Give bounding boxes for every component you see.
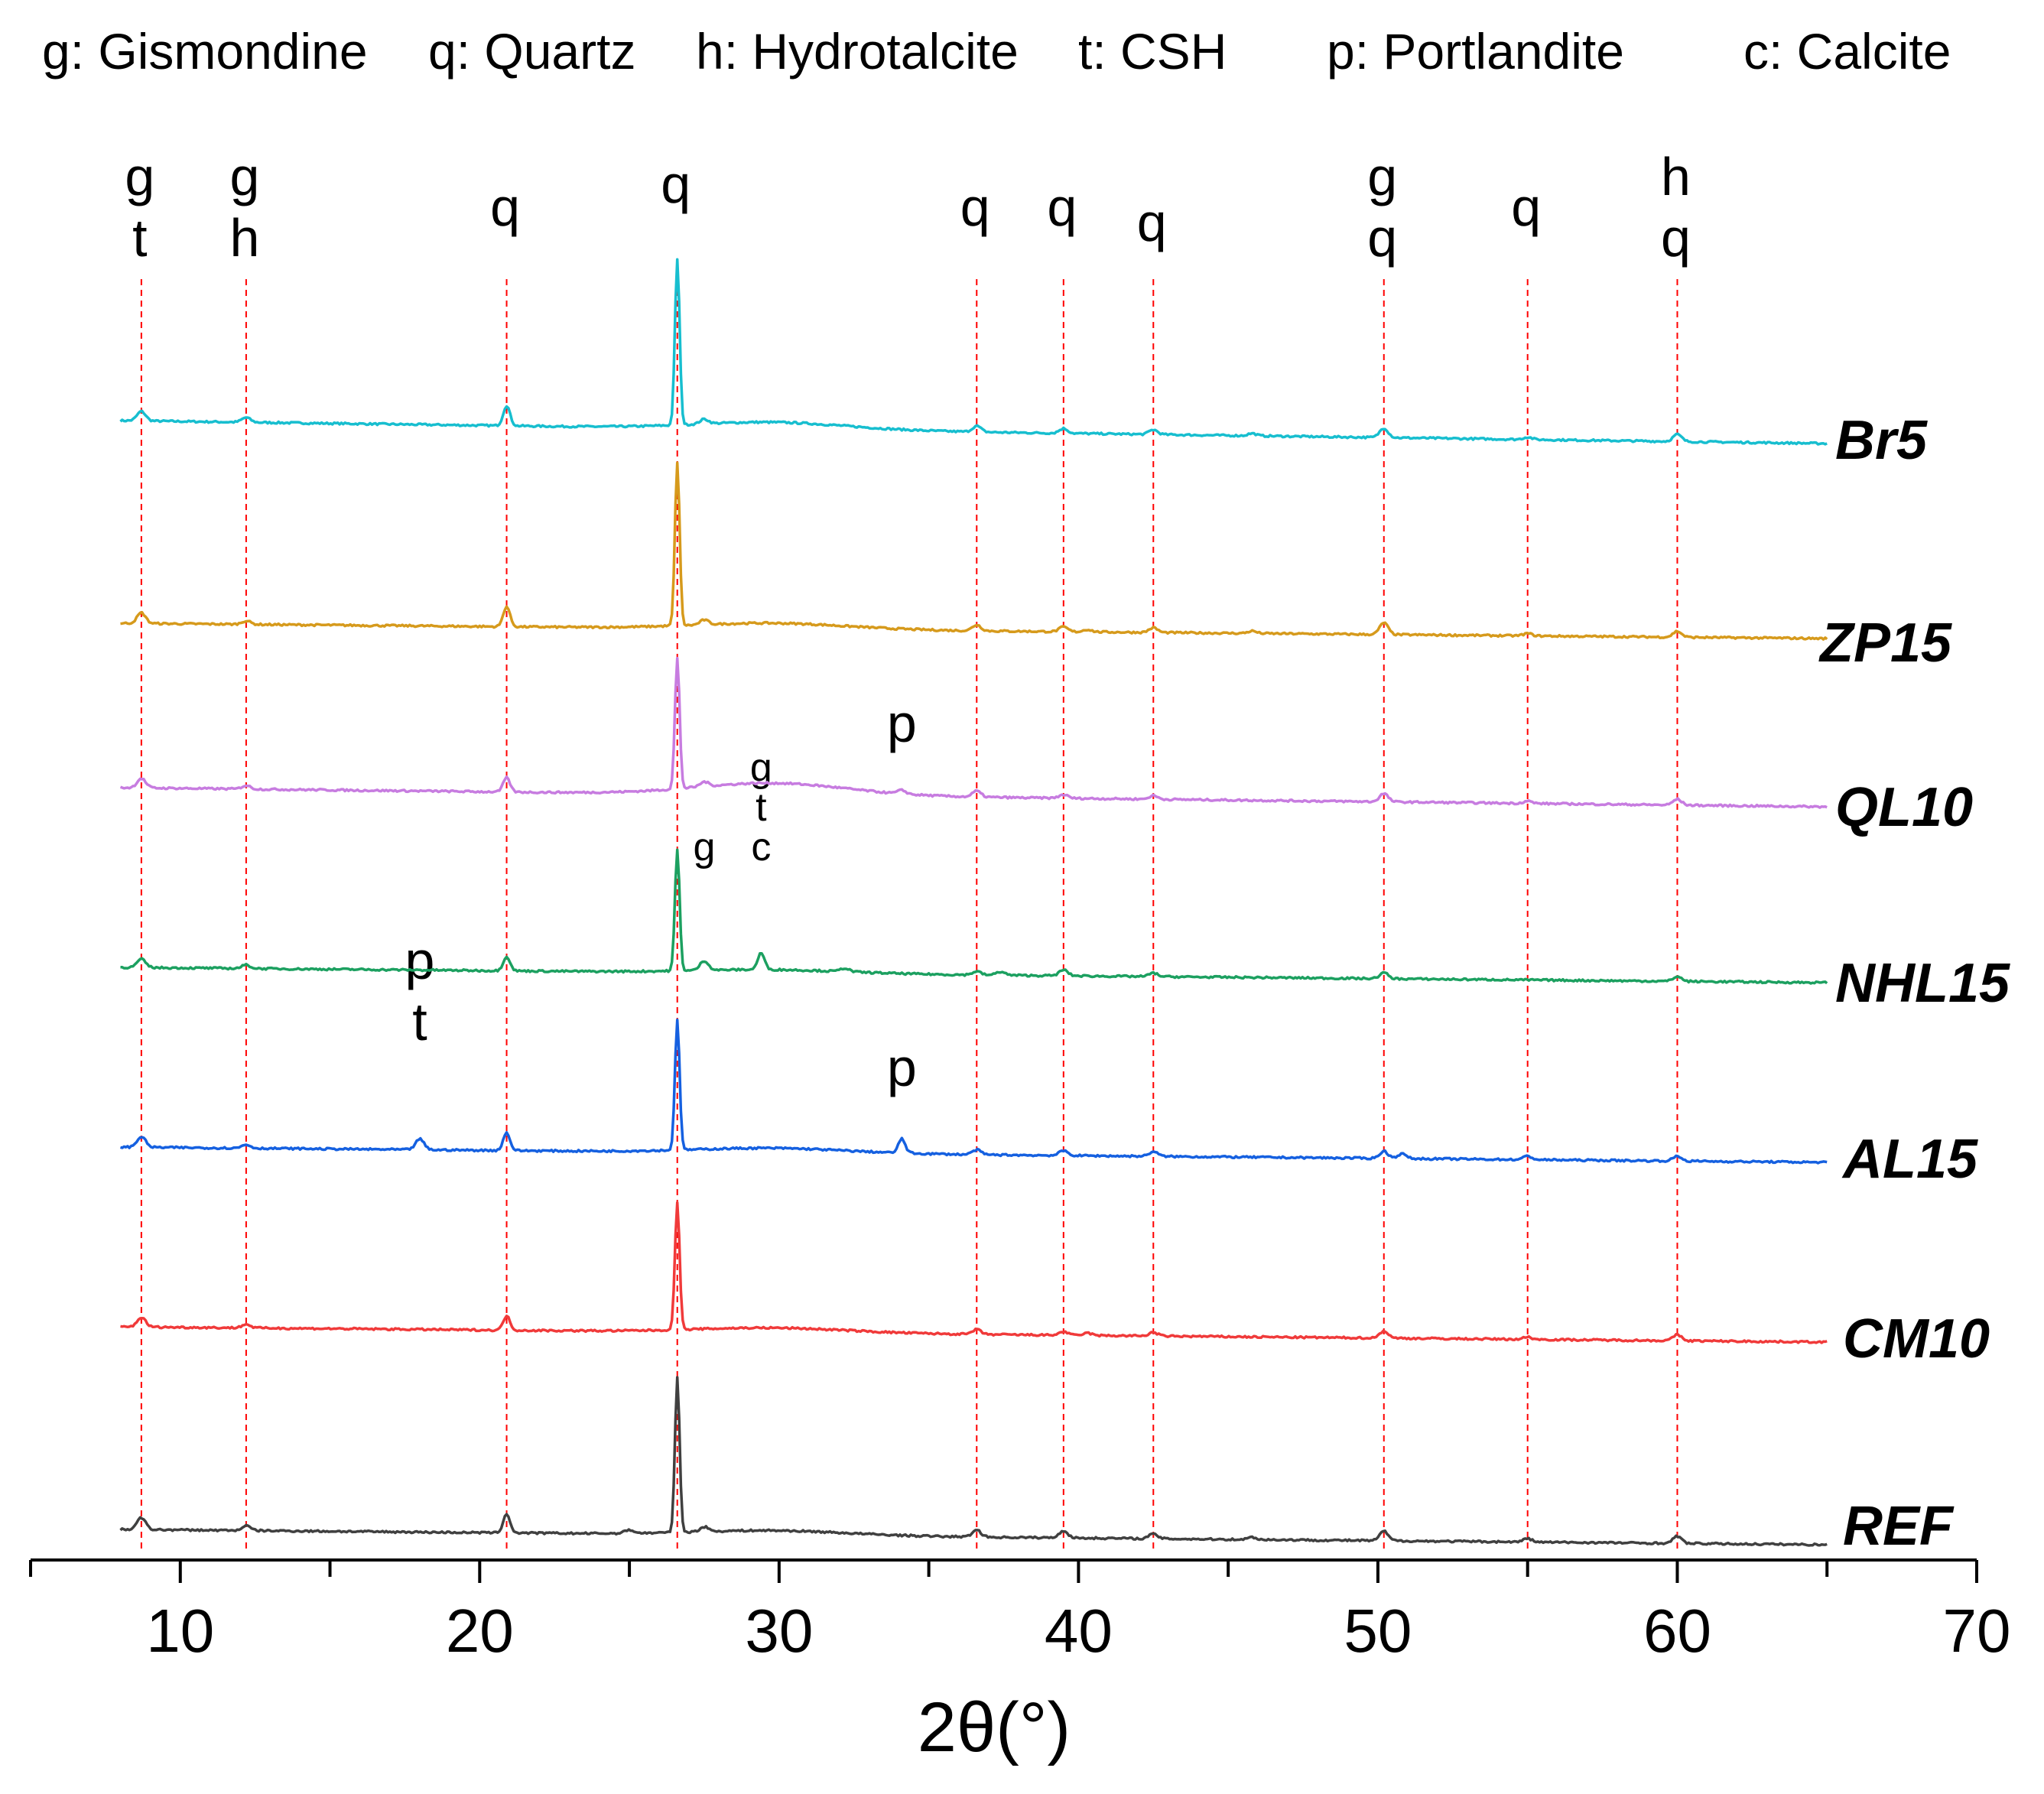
legend-gismondine: g: Gismondine [42,23,368,80]
annotation-label: t [412,992,427,1051]
x-axis-label: 2θ(°) [918,1688,1071,1766]
x-tick-label: 20 [446,1597,514,1665]
x-tick-label: 60 [1643,1597,1711,1665]
series-traces [119,258,1828,1547]
series-label-ql10: QL10 [1835,777,1973,838]
x-tick-label: 50 [1344,1597,1412,1665]
series-labels: Br5 ZP15 QL10 NHL15 AL15 CM10 REF [1818,410,2010,1557]
series-line-nhl15 [120,848,1828,985]
annotation-label: p [887,694,917,753]
series-line-ql10 [119,657,1828,809]
legend-portlandite: p: Portlandite [1327,23,1624,80]
series-label-al15: AL15 [1841,1129,1978,1190]
peak-label: g [229,147,259,206]
peak-label: q [490,177,520,237]
phase-legend: g: Gismondine q: Quartz h: Hydrotalcite … [42,23,1951,80]
series-line-br5 [119,258,1828,446]
series-line-ref [119,1376,1828,1547]
peak-label: q [1137,193,1167,252]
annotation-label: p [405,931,435,990]
peak-label: q [1661,208,1691,268]
peak-label: g [1367,147,1397,206]
peak-label: q [1511,177,1541,237]
peak-label: q [661,154,691,214]
x-tick-label: 30 [745,1597,813,1665]
peak-label: q [1367,208,1397,268]
series-label-cm10: CM10 [1843,1308,1990,1370]
peak-label: q [1047,177,1077,237]
series-label-nhl15: NHL15 [1835,953,2010,1014]
peak-label: q [960,177,990,237]
reference-lines [140,279,1678,1552]
annotation-label: t [756,785,767,830]
legend-quartz: q: Quartz [428,23,635,80]
legend-calcite: c: Calcite [1743,23,1951,80]
series-line-cm10 [120,1201,1828,1344]
peak-label: h [1661,147,1691,206]
x-tick-label: 40 [1045,1597,1113,1665]
x-tick-label: 70 [1943,1597,2011,1665]
series-line-al15 [119,1019,1828,1165]
legend-hydrotalcite: h: Hydrotalcite [696,23,1019,80]
series-label-br5: Br5 [1835,410,1928,471]
annotation-label: g [694,825,716,869]
series-line-zp15 [120,461,1828,641]
series-label-ref: REF [1843,1496,1955,1557]
annotation-label: p [887,1038,917,1097]
peak-label: h [229,208,259,268]
x-axis: 10 20 30 40 50 60 70 [29,1558,2011,1665]
legend-csh: t: CSH [1078,23,1227,80]
x-tick-label: 10 [146,1597,214,1665]
peak-label: t [132,208,147,268]
annotation-label: c [751,825,771,869]
series-label-zp15: ZP15 [1818,613,1952,674]
peak-label: g [125,147,154,206]
